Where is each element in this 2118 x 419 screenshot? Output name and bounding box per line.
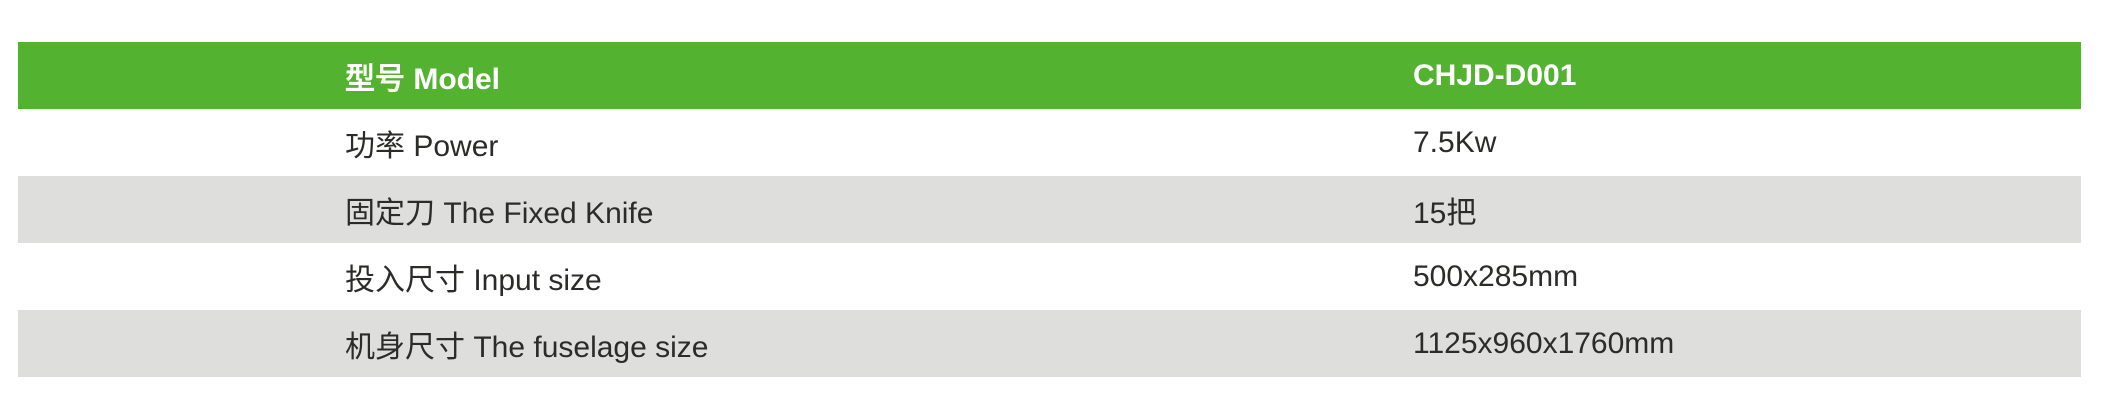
row-value-fuselage-size: 1125x960x1760mm	[1413, 326, 1675, 360]
table-row-input-size: 投入尺寸 Input size 500x285mm	[18, 243, 2081, 310]
row-value-fixed-knife: 15把	[1413, 196, 1477, 230]
header-label-model: 型号 Model	[345, 62, 500, 96]
header-value-model-number: CHJD-D001	[1413, 58, 1577, 92]
table-row-power: 功率 Power 7.5Kw	[18, 109, 2081, 176]
table-row-fuselage-size: 机身尺寸 The fuselage size 1125x960x1760mm	[18, 310, 2081, 377]
row-value-input-size: 500x285mm	[1413, 259, 1579, 293]
row-label-fixed-knife: 固定刀 The Fixed Knife	[345, 196, 654, 230]
row-label-input-size: 投入尺寸 Input size	[345, 263, 602, 297]
row-label-fuselage-size: 机身尺寸 The fuselage size	[345, 330, 709, 364]
spec-table: 型号 Model CHJD-D001 功率 Power 7.5Kw 固定刀 Th…	[18, 42, 2081, 377]
table-row-fixed-knife: 固定刀 The Fixed Knife 15把	[18, 176, 2081, 243]
row-label-power: 功率 Power	[345, 129, 499, 163]
spec-table-header-row: 型号 Model CHJD-D001	[18, 42, 2081, 109]
row-value-power: 7.5Kw	[1413, 125, 1497, 159]
